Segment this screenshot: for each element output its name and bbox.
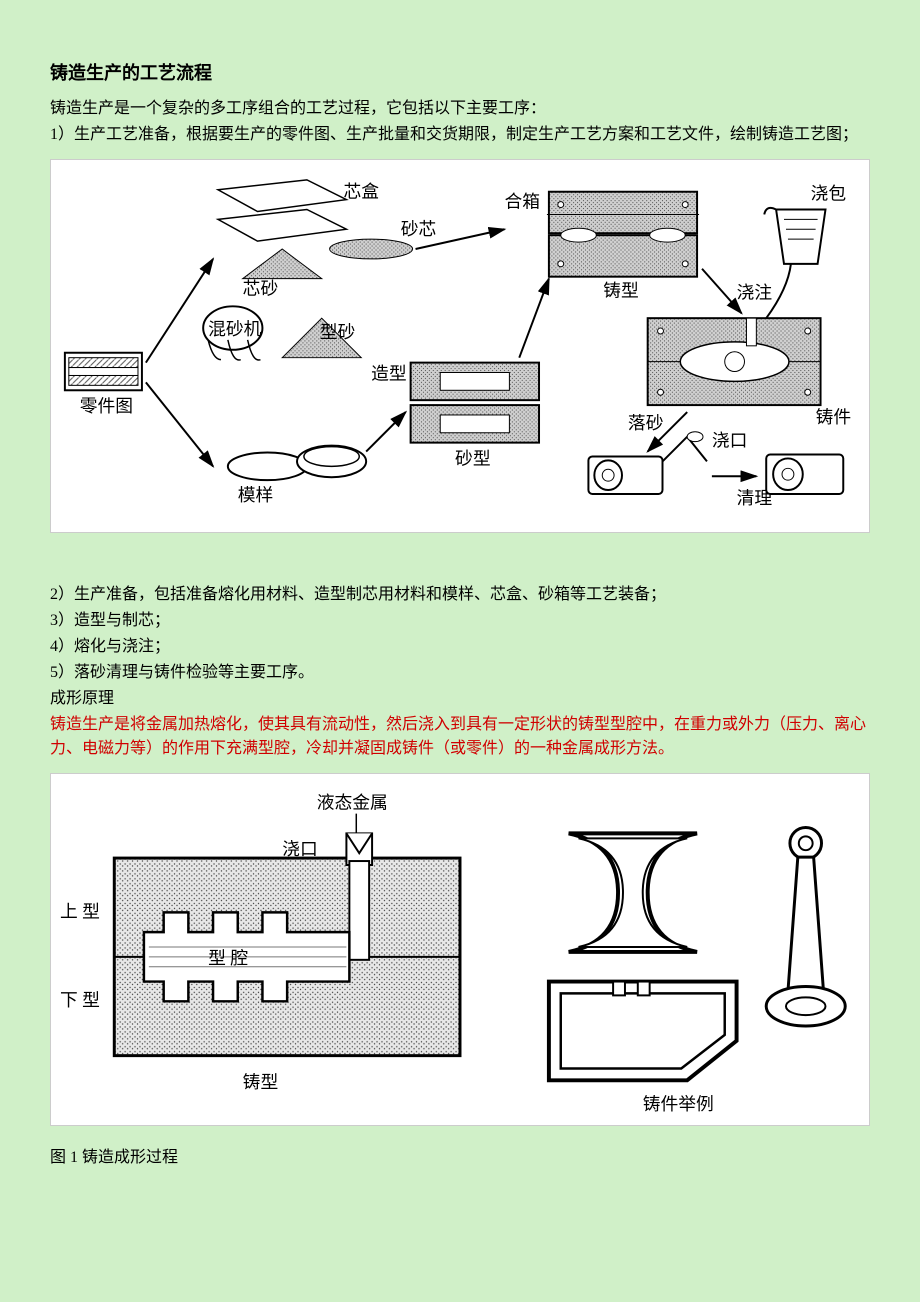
raw-casting-icon: 浇口 (588, 431, 747, 494)
principle-body: 铸造生产是将金属加热熔化，使其具有流动性，然后浇入到具有一定形状的铸型型腔中，在… (50, 713, 870, 761)
intro-text: 铸造生产是一个复杂的多工序组合的工艺过程，它包括以下主要工序： (50, 97, 870, 121)
sand-core-label: 砂芯 (401, 219, 437, 239)
sprue-label: 浇口 (712, 431, 748, 451)
part-drawing-label: 零件图 (80, 396, 133, 416)
step-5: 5）落砂清理与铸件检验等主要工序。 (50, 661, 870, 685)
pattern-label: 模样 (238, 485, 274, 505)
mold-cross-section: 型 腔 (114, 833, 460, 1055)
step-2: 2）生产准备，包括准备熔化用材料、造型制芯用材料和模样、芯盒、砂箱等工艺装备； (50, 583, 870, 607)
assembled-mold-icon: 合箱 铸型 (504, 192, 699, 301)
core-sand-icon: 芯砂 (243, 249, 322, 298)
molding-label: 造型 (371, 363, 407, 383)
assemble-label: 合箱 (504, 192, 540, 212)
part-drawing-icon: 零件图 (65, 353, 142, 416)
shakeout-label: 落砂 (628, 413, 664, 433)
sand-mold-icon: 造型 砂型 (371, 363, 539, 469)
core-sand-label: 芯砂 (243, 278, 279, 298)
casting-examples: 铸件举例 (549, 827, 845, 1114)
cavity-label: 型 腔 (208, 947, 248, 967)
process-flow-diagram: 零件图 芯盒 芯砂 砂芯 混砂机 型砂 模样 造型 (50, 159, 870, 533)
step-3: 3）造型与制芯； (50, 609, 870, 633)
final-casting-icon: 铸件 (766, 407, 851, 494)
step-1: 1）生产工艺准备，根据要生产的零件图、生产批量和交货期限，制定生产工艺方案和工艺… (50, 123, 870, 147)
pattern-icon: 模样 (228, 446, 366, 505)
figure-1-caption: 图 1 铸造成形过程 (50, 1146, 870, 1170)
mold-sand-icon: 型砂 (282, 318, 361, 358)
ladle-icon: 浇包 浇注 (737, 184, 847, 319)
page-title: 铸造生产的工艺流程 (50, 60, 870, 87)
mold-label-2: 铸型 (243, 1072, 279, 1092)
casting-label: 铸件 (816, 407, 852, 427)
mixer-label: 混砂机 (208, 319, 262, 339)
core-box-label: 芯盒 (343, 182, 379, 202)
lower-mold-label: 下 型 (60, 990, 100, 1010)
liquid-metal-label: 液态金属 (317, 792, 388, 812)
core-box-icon: 芯盒 (218, 180, 379, 241)
upper-mold-label: 上 型 (60, 901, 100, 921)
pouring-label: 浇注 (737, 282, 773, 302)
mold-label: 铸型 (603, 280, 639, 300)
sand-mold-label: 砂型 (455, 448, 491, 468)
pouring-mold-icon (648, 318, 821, 405)
mixer-icon: 混砂机 (203, 306, 262, 360)
ladle-label: 浇包 (811, 184, 847, 204)
mold-sand-label: 型砂 (320, 322, 356, 342)
principle-heading: 成形原理 (50, 687, 870, 711)
casting-examples-label: 铸件举例 (643, 1094, 714, 1114)
sprue-label-2: 浇口 (282, 839, 318, 859)
step-4: 4）熔化与浇注； (50, 635, 870, 659)
forming-principle-diagram: 液态金属 浇口 型 腔 上 型 下 型 铸型 (50, 773, 870, 1127)
sand-core-icon: 砂芯 (330, 219, 437, 259)
